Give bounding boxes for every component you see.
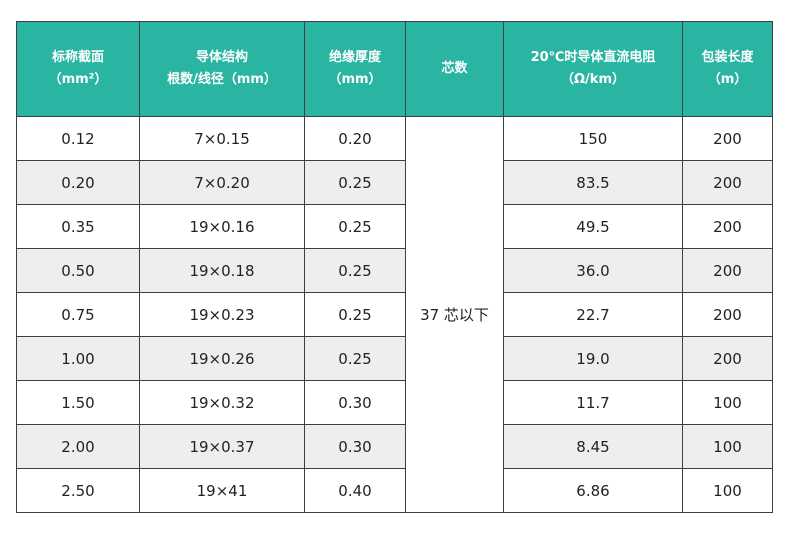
cell-section: 0.12 [16,116,140,161]
header-dc-resistance-title: 20℃时导体直流电阻 [530,50,656,65]
table-row: 1.50 19×0.32 0.30 11.7 100 [16,380,773,425]
cell-structure: 19×0.23 [139,292,305,337]
cell-insulation: 0.25 [304,160,406,205]
cell-resistance: 11.7 [503,380,683,425]
cell-structure: 19×0.26 [139,336,305,381]
cell-length: 200 [682,116,773,161]
cell-section: 2.50 [16,468,140,513]
header-insulation-thickness-title: 绝缘厚度 [328,50,381,65]
cell-structure: 19×41 [139,468,305,513]
cell-resistance: 6.86 [503,468,683,513]
header-core-count: 芯数 [405,21,504,117]
cell-insulation: 0.20 [304,116,406,161]
cell-resistance: 36.0 [503,248,683,293]
header-dc-resistance: 20℃时导体直流电阻 （Ω/km） [503,21,683,117]
cell-insulation: 0.25 [304,204,406,249]
cell-resistance: 19.0 [503,336,683,381]
table-row: 0.20 7×0.20 0.25 83.5 200 [16,160,773,205]
cell-structure: 19×0.16 [139,204,305,249]
header-package-length-unit: （m） [707,72,748,87]
cell-length: 200 [682,160,773,205]
table-row: 2.50 19×41 0.40 6.86 100 [16,468,773,513]
table-body: 0.12 7×0.15 0.20 37 芯以下 150 200 0.20 7×0… [16,116,773,513]
header-nominal-section-unit: （mm²） [48,72,108,87]
table-row: 0.12 7×0.15 0.20 37 芯以下 150 200 [16,116,773,513]
cell-section: 0.35 [16,204,140,249]
cell-section: 1.50 [16,380,140,425]
cable-spec-table: 标称截面 （mm²） 导体结构 根数/线径（mm） 绝缘厚度 （mm） 芯数 2… [16,21,773,513]
cell-resistance: 150 [503,116,683,161]
header-package-length: 包装长度 （m） [682,21,773,117]
cell-section: 0.20 [16,160,140,205]
cell-core-count: 37 芯以下 [405,116,504,513]
header-row: 标称截面 （mm²） 导体结构 根数/线径（mm） 绝缘厚度 （mm） 芯数 2… [16,21,773,117]
header-package-length-title: 包装长度 [701,50,754,65]
cell-structure: 7×0.15 [139,116,305,161]
cell-resistance: 8.45 [503,424,683,469]
cell-length: 200 [682,292,773,337]
cell-length: 200 [682,204,773,249]
cell-length: 100 [682,468,773,513]
cell-insulation: 0.25 [304,292,406,337]
cell-insulation: 0.25 [304,248,406,293]
header-conductor-structure-title: 导体结构 [195,50,248,65]
cell-resistance: 83.5 [503,160,683,205]
cell-length: 100 [682,380,773,425]
cell-insulation: 0.30 [304,380,406,425]
table-row: 1.00 19×0.26 0.25 19.0 200 [16,336,773,381]
header-conductor-structure: 导体结构 根数/线径（mm） [139,21,305,117]
table-row: 2.00 19×0.37 0.30 8.45 100 [16,424,773,469]
header-nominal-section: 标称截面 （mm²） [16,21,140,117]
cell-insulation: 0.25 [304,336,406,381]
header-nominal-section-title: 标称截面 [51,50,104,65]
cell-section: 0.50 [16,248,140,293]
table-row: 0.35 19×0.16 0.25 49.5 200 [16,204,773,249]
cell-length: 100 [682,424,773,469]
table-row: 0.75 19×0.23 0.25 22.7 200 [16,292,773,337]
header-conductor-structure-unit: 根数/线径（mm） [167,72,277,87]
header-insulation-thickness: 绝缘厚度 （mm） [304,21,406,117]
cell-section: 1.00 [16,336,140,381]
cell-length: 200 [682,248,773,293]
cell-structure: 19×0.37 [139,424,305,469]
cell-structure: 19×0.18 [139,248,305,293]
cell-structure: 7×0.20 [139,160,305,205]
header-core-count-title: 芯数 [441,61,468,76]
cell-insulation: 0.40 [304,468,406,513]
cell-section: 2.00 [16,424,140,469]
cell-structure: 19×0.32 [139,380,305,425]
header-insulation-thickness-unit: （mm） [328,72,382,87]
header-dc-resistance-unit: （Ω/km） [561,72,625,87]
cell-resistance: 49.5 [503,204,683,249]
table-header: 标称截面 （mm²） 导体结构 根数/线径（mm） 绝缘厚度 （mm） 芯数 2… [16,21,773,117]
cell-resistance: 22.7 [503,292,683,337]
cell-section: 0.75 [16,292,140,337]
cell-insulation: 0.30 [304,424,406,469]
cell-length: 200 [682,336,773,381]
table-row: 0.50 19×0.18 0.25 36.0 200 [16,248,773,293]
